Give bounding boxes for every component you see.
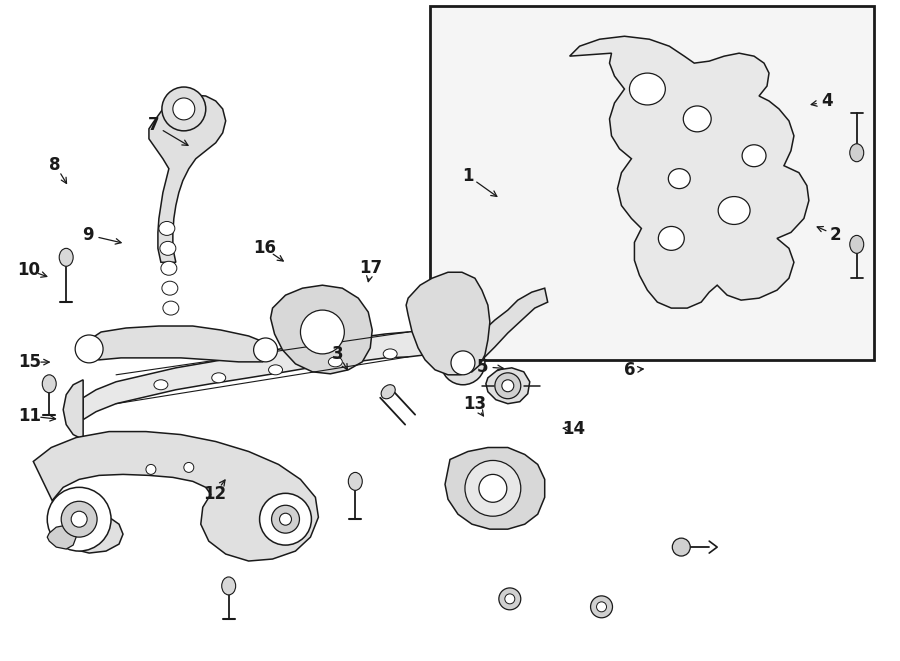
Ellipse shape: [348, 473, 363, 490]
Ellipse shape: [154, 380, 168, 390]
Circle shape: [76, 335, 104, 363]
Ellipse shape: [381, 385, 395, 399]
Ellipse shape: [212, 373, 226, 383]
Ellipse shape: [160, 241, 176, 255]
Ellipse shape: [718, 196, 750, 225]
Text: 15: 15: [19, 353, 41, 371]
Text: 9: 9: [83, 226, 94, 244]
Polygon shape: [47, 525, 76, 549]
Circle shape: [495, 373, 521, 399]
Text: 12: 12: [203, 485, 227, 503]
Polygon shape: [406, 272, 490, 375]
Circle shape: [597, 602, 607, 612]
Circle shape: [280, 513, 292, 525]
Text: 14: 14: [562, 420, 585, 438]
Polygon shape: [63, 380, 83, 440]
Text: 13: 13: [464, 395, 487, 413]
Ellipse shape: [161, 261, 176, 275]
Circle shape: [465, 461, 521, 516]
Ellipse shape: [328, 357, 342, 367]
Text: 7: 7: [148, 116, 159, 134]
Polygon shape: [148, 95, 226, 262]
Circle shape: [173, 98, 194, 120]
Polygon shape: [445, 447, 544, 529]
Text: 4: 4: [821, 93, 833, 110]
Circle shape: [259, 493, 311, 545]
Circle shape: [162, 87, 206, 131]
Circle shape: [441, 341, 485, 385]
Ellipse shape: [850, 235, 864, 253]
Circle shape: [590, 596, 613, 618]
Ellipse shape: [42, 375, 56, 393]
Ellipse shape: [162, 281, 178, 295]
Ellipse shape: [268, 365, 283, 375]
Circle shape: [184, 463, 194, 473]
Circle shape: [479, 475, 507, 502]
Text: 2: 2: [830, 226, 842, 244]
Ellipse shape: [850, 144, 864, 162]
Text: 8: 8: [50, 155, 61, 174]
Ellipse shape: [221, 577, 236, 595]
Text: 17: 17: [359, 259, 382, 277]
Circle shape: [47, 487, 111, 551]
Text: 3: 3: [332, 344, 344, 362]
Ellipse shape: [659, 227, 684, 251]
Text: 10: 10: [17, 261, 40, 279]
Ellipse shape: [629, 73, 665, 105]
Circle shape: [61, 501, 97, 537]
Circle shape: [502, 380, 514, 392]
Polygon shape: [33, 432, 319, 561]
Polygon shape: [486, 368, 530, 404]
Ellipse shape: [683, 106, 711, 132]
Ellipse shape: [669, 169, 690, 188]
Text: 11: 11: [19, 407, 41, 425]
Ellipse shape: [159, 221, 175, 235]
Circle shape: [254, 338, 277, 362]
Circle shape: [672, 538, 690, 556]
Circle shape: [272, 505, 300, 533]
Ellipse shape: [383, 349, 397, 359]
Ellipse shape: [742, 145, 766, 167]
Circle shape: [499, 588, 521, 610]
Polygon shape: [81, 326, 273, 362]
Text: 16: 16: [253, 239, 275, 257]
Circle shape: [301, 310, 345, 354]
Circle shape: [505, 594, 515, 604]
Polygon shape: [455, 288, 548, 375]
Polygon shape: [83, 330, 425, 420]
Polygon shape: [271, 285, 373, 374]
Circle shape: [146, 465, 156, 475]
Text: 1: 1: [463, 167, 473, 185]
Polygon shape: [570, 36, 809, 308]
Text: 6: 6: [624, 361, 635, 379]
Ellipse shape: [59, 249, 73, 266]
FancyBboxPatch shape: [430, 7, 874, 360]
Text: 5: 5: [477, 358, 488, 375]
Ellipse shape: [163, 301, 179, 315]
Circle shape: [451, 351, 475, 375]
Circle shape: [71, 511, 87, 527]
